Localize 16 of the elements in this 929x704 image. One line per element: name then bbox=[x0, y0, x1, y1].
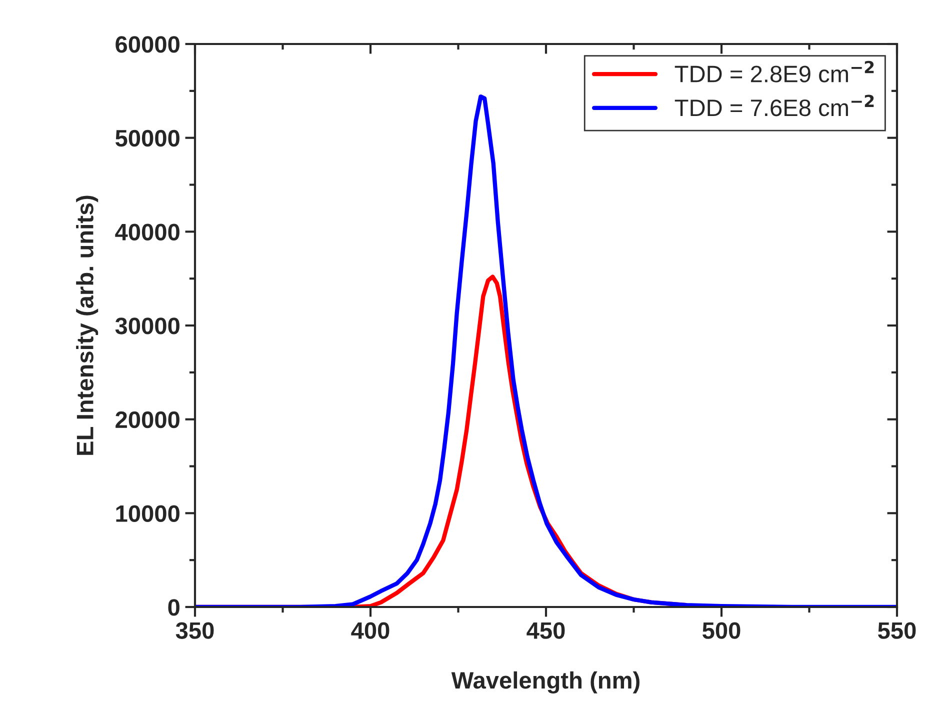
x-tick-label: 450 bbox=[526, 622, 565, 639]
legend-label: TDD = 7.6E8 cm$^{−2}$ bbox=[674, 94, 874, 116]
x-tick-label: 500 bbox=[702, 622, 740, 639]
x-tick-label: 350 bbox=[176, 622, 214, 639]
legend-label: TDD = 2.8E9 cm$^{−2}$ bbox=[674, 60, 874, 82]
y-tick-label: 0 bbox=[168, 599, 180, 616]
y-tick-label: 30000 bbox=[115, 318, 180, 334]
y-tick-label: 40000 bbox=[115, 224, 180, 240]
y-tick-label: 50000 bbox=[115, 130, 180, 147]
x-tick-label: 400 bbox=[351, 622, 390, 639]
y-tick-label: 10000 bbox=[116, 505, 180, 522]
y-tick-label: 60000 bbox=[116, 36, 180, 53]
x-tick-label: 550 bbox=[878, 622, 916, 639]
y-axis-title: EL Intensity (arb. units) bbox=[76, 196, 98, 455]
y-tick-label: 20000 bbox=[116, 411, 180, 428]
x-axis-title: Wavelength (nm) bbox=[451, 671, 640, 694]
